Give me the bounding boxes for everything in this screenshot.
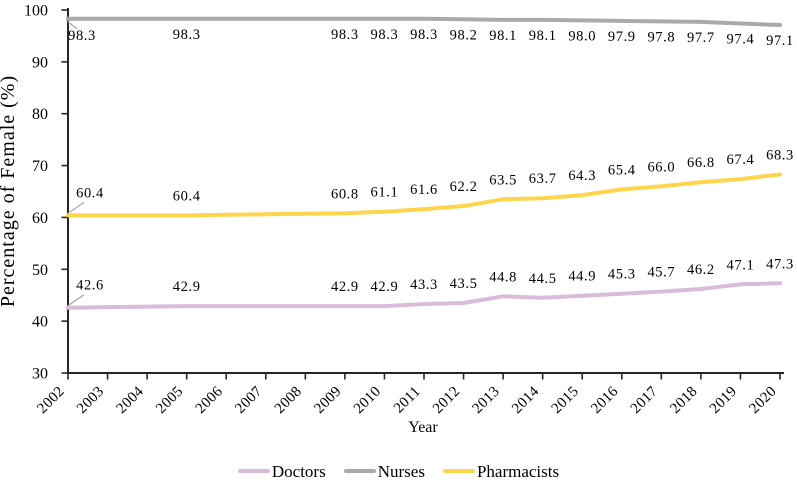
- legend-label: Doctors: [271, 461, 326, 481]
- data-label-pharmacists: 60.4: [76, 185, 104, 201]
- y-tick-label: 40: [32, 314, 48, 331]
- data-label-nurses: 98.2: [450, 27, 478, 43]
- data-label-nurses: 98.1: [529, 28, 557, 44]
- data-label-doctors: 43.3: [410, 277, 438, 293]
- data-label-nurses: 97.7: [687, 30, 715, 46]
- x-tick-label: 2003: [74, 384, 107, 417]
- x-tick-label: 2006: [193, 383, 227, 417]
- data-label-nurses: 98.0: [568, 28, 596, 44]
- label-leader-line: [67, 294, 85, 307]
- legend-label: Nurses: [377, 461, 425, 481]
- data-label-nurses: 97.4: [727, 31, 755, 47]
- x-tick-label: 2005: [153, 384, 186, 417]
- data-label-doctors: 42.9: [371, 279, 399, 295]
- legend-swatch-nurses: [343, 469, 376, 473]
- legend-swatch-pharmacists: [442, 469, 475, 473]
- y-tick-label: 90: [32, 54, 48, 71]
- x-axis-title: Year: [408, 419, 438, 436]
- data-label-pharmacists: 63.7: [529, 171, 557, 187]
- legend-swatch-doctors: [237, 469, 270, 473]
- data-label-doctors: 47.3: [766, 256, 794, 272]
- x-tick-label: 2007: [232, 383, 266, 417]
- y-tick-label: 50: [32, 262, 48, 279]
- x-tick-label: 2004: [114, 383, 148, 417]
- x-tick-label: 2020: [746, 384, 779, 417]
- y-tick-label: 100: [24, 3, 48, 20]
- legend-item-pharmacists: Pharmacists: [442, 461, 560, 481]
- data-label-doctors: 42.9: [173, 279, 201, 295]
- data-label-pharmacists: 66.0: [647, 159, 675, 175]
- label-leader-line: [67, 21, 78, 30]
- data-label-pharmacists: 68.3: [766, 147, 794, 163]
- data-label-doctors: 42.9: [331, 279, 359, 295]
- x-tick-label: 2009: [311, 384, 344, 417]
- x-tick-label: 2019: [707, 384, 740, 417]
- series-line-pharmacists: [66, 172, 782, 218]
- data-label-doctors: 44.8: [489, 269, 517, 285]
- x-tick-label: 2012: [430, 384, 463, 417]
- x-tick-label: 2002: [34, 384, 67, 417]
- data-label-doctors: 44.9: [568, 269, 596, 285]
- data-label-doctors: 45.3: [608, 267, 636, 283]
- data-label-pharmacists: 61.6: [410, 182, 438, 198]
- x-tick-label: 2010: [351, 384, 384, 417]
- data-label-nurses: 97.9: [608, 29, 636, 45]
- x-tick-label: 2008: [272, 384, 305, 417]
- data-label-nurses: 98.3: [410, 27, 438, 43]
- legend-item-doctors: Doctors: [237, 461, 326, 481]
- data-label-doctors: 44.5: [529, 271, 557, 287]
- series-line-nurses: [66, 16, 782, 27]
- data-label-pharmacists: 63.5: [489, 172, 517, 188]
- x-tick-label: 2013: [470, 384, 503, 417]
- y-tick-label: 30: [32, 366, 48, 383]
- data-label-nurses: 97.1: [766, 33, 794, 49]
- data-label-doctors: 42.6: [76, 278, 104, 294]
- y-tick-label: 60: [32, 210, 48, 227]
- data-label-doctors: 43.5: [450, 276, 478, 292]
- data-label-pharmacists: 62.2: [450, 179, 478, 195]
- data-label-doctors: 45.7: [647, 265, 675, 281]
- data-label-nurses: 98.3: [371, 27, 399, 43]
- data-label-pharmacists: 61.1: [371, 185, 399, 201]
- y-axis-title: Percentage of Female (%): [0, 75, 19, 307]
- data-label-doctors: 47.1: [727, 257, 755, 273]
- x-tick-label: 2018: [667, 384, 700, 417]
- data-label-pharmacists: 67.4: [727, 152, 755, 168]
- data-label-pharmacists: 60.4: [173, 188, 201, 204]
- label-leader-line: [67, 201, 85, 214]
- x-tick-label: 2011: [391, 384, 424, 417]
- data-label-pharmacists: 65.4: [608, 162, 636, 178]
- data-label-nurses: 98.3: [68, 28, 96, 44]
- chart-legend: Doctors Nurses Pharmacists: [0, 458, 797, 484]
- y-tick-label: 70: [32, 158, 48, 175]
- x-tick-label: 2016: [588, 383, 622, 417]
- data-label-nurses: 98.3: [173, 27, 201, 43]
- legend-label: Pharmacists: [476, 461, 560, 481]
- data-label-pharmacists: 60.8: [331, 186, 359, 202]
- y-tick-label: 80: [32, 106, 48, 123]
- data-label-nurses: 98.1: [489, 28, 517, 44]
- x-tick-label: 2014: [509, 383, 543, 417]
- series-line-doctors: [66, 281, 782, 310]
- data-label-doctors: 46.2: [687, 262, 715, 278]
- data-label-nurses: 97.8: [647, 29, 675, 45]
- x-tick-label: 2017: [628, 383, 662, 417]
- data-label-pharmacists: 64.3: [568, 168, 596, 184]
- data-label-pharmacists: 66.8: [687, 155, 715, 171]
- data-label-nurses: 98.3: [331, 27, 359, 43]
- x-tick-label: 2015: [549, 384, 582, 417]
- legend-item-nurses: Nurses: [343, 461, 425, 481]
